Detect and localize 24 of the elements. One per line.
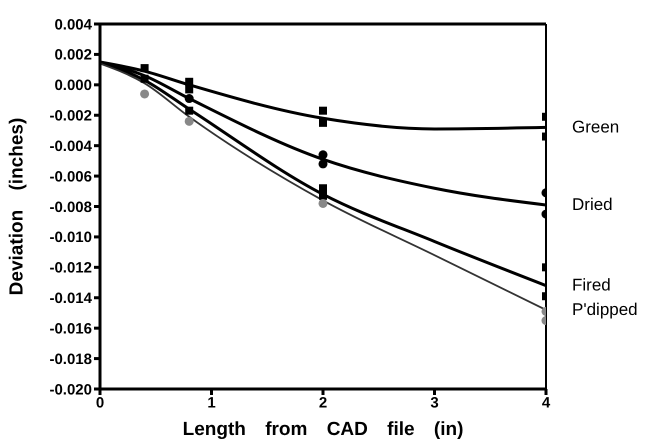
y-tick-label: -0.014	[49, 290, 93, 308]
y-tick-label: 0.004	[54, 16, 93, 34]
series-label: Green	[572, 117, 620, 136]
x-tick-label: 0	[96, 394, 104, 412]
y-tick-label: -0.004	[49, 138, 93, 155]
x-tick-label: 4	[542, 394, 551, 412]
y-tick-label: -0.010	[49, 229, 92, 246]
y-tick-label: 0.000	[54, 77, 92, 94]
series-label: Fired	[572, 276, 611, 295]
y-tick-label: -0.018	[49, 350, 92, 368]
y-axis-title: Deviation (inches)	[6, 118, 28, 296]
y-tick-label: -0.006	[49, 168, 92, 186]
series-label: Dried	[572, 194, 613, 214]
series-label: P'dipped	[572, 300, 638, 319]
y-tick-label: 0.002	[54, 46, 92, 64]
x-tick-label: 1	[207, 394, 216, 412]
y-tick-label: -0.016	[49, 320, 92, 338]
y-tick-label: -0.002	[49, 108, 92, 125]
y-tick-label: -0.008	[49, 198, 92, 216]
x-tick-label: 3	[430, 394, 439, 412]
x-tick-label: 2	[318, 394, 328, 412]
y-tick-label: -0.020	[49, 381, 92, 398]
y-tick-label: -0.012	[49, 260, 92, 277]
x-axis-title: Length from CAD file (in)	[182, 419, 464, 440]
